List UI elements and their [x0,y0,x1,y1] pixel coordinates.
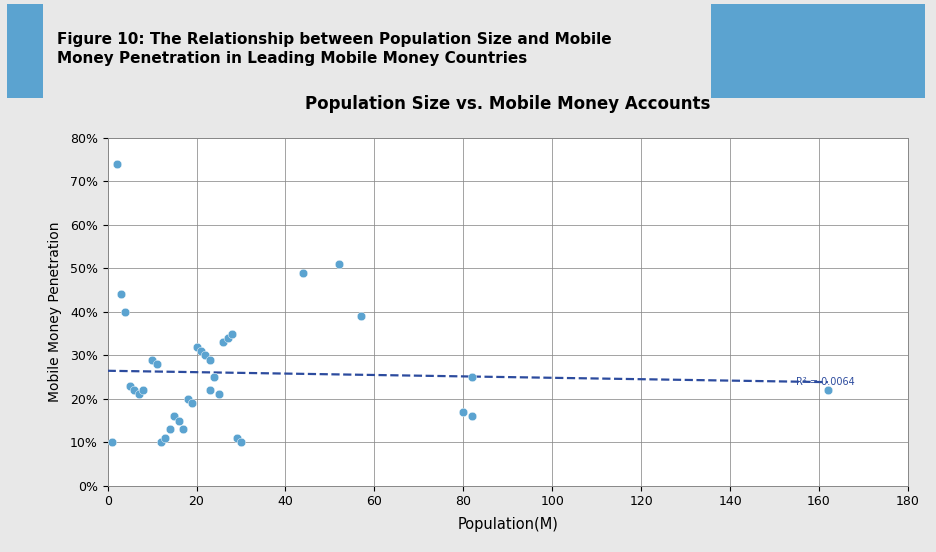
Point [220,333,235,342]
Point [202,355,217,364]
Bar [711,4,925,98]
Point [202,386,217,395]
Text: Population Size vs. Mobile Money Accounts: Population Size vs. Mobile Money Account… [305,95,710,113]
Point [820,386,836,395]
Point [105,438,120,447]
Point [136,386,151,395]
Text: Figure 10: The Relationship between Population Size and Mobile
Money Penetration: Figure 10: The Relationship between Popu… [57,32,612,66]
Point [229,433,244,442]
Point [194,347,209,355]
Point [158,433,173,442]
Point [144,355,159,364]
Point [171,416,186,425]
Text: R² = 0.0064: R² = 0.0064 [796,377,855,387]
Point [110,160,124,168]
Point [215,338,231,347]
Point [167,412,182,421]
Point [296,268,311,277]
Point [181,394,196,403]
Point [465,412,480,421]
X-axis label: Population(M): Population(M) [458,517,558,532]
Point [131,390,146,399]
Point [456,407,471,416]
Point [225,329,240,338]
Point [127,386,142,395]
Point [234,438,249,447]
Point [163,425,178,434]
Point [207,373,222,381]
Point [176,425,191,434]
Point [154,438,168,447]
Point [331,259,346,268]
Point [149,360,164,369]
Point [465,373,480,381]
Point [184,399,199,407]
Point [123,381,138,390]
Bar [7,4,43,98]
Point [212,390,227,399]
Point [118,307,133,316]
Point [354,312,369,321]
Point [189,342,204,351]
Point [198,351,213,360]
Point [113,290,128,299]
Y-axis label: Mobile Money Penetration: Mobile Money Penetration [48,222,62,402]
